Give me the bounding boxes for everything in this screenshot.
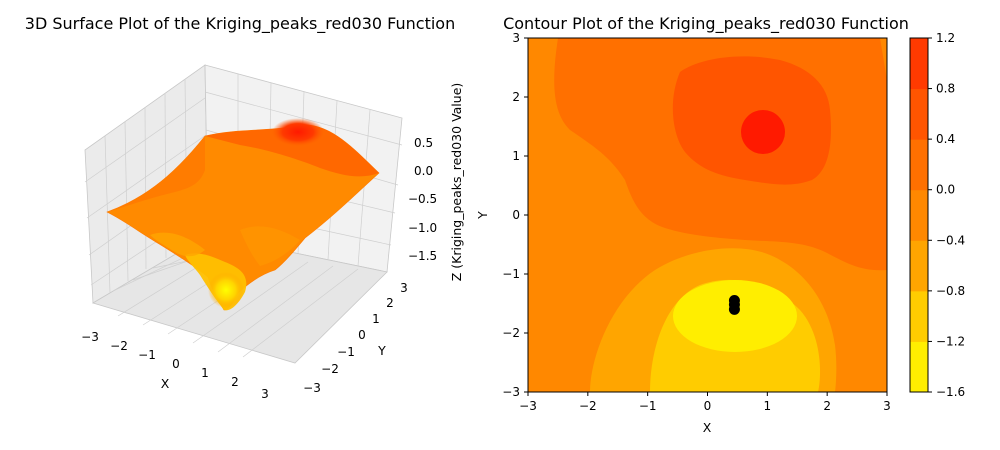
contour-markers — [728, 295, 740, 315]
colorbar-segment — [910, 341, 928, 393]
contour-y-tick-label: −2 — [502, 326, 520, 340]
colorbar-tick-label: 0.0 — [936, 183, 955, 197]
surface-z-tick: 0.5 — [414, 136, 433, 150]
colorbar: 1.2 0.8 0.4 0.0 −0.4 −0.8 −1.2 −1.6 — [909, 31, 965, 399]
contour-y-tick-label: 0 — [512, 208, 520, 222]
surface-mesh — [106, 118, 380, 311]
colorbar-segment — [910, 189, 928, 241]
surface-x-tick: 2 — [231, 375, 239, 389]
colorbar-frame — [909, 37, 929, 393]
surface-z-tick: −1.5 — [408, 249, 437, 263]
surface-z-tick: 0.0 — [414, 164, 433, 178]
surface-y-tick: −3 — [303, 381, 321, 395]
surface-x-tick: −2 — [110, 339, 128, 353]
colorbar-tick-label: −1.6 — [936, 385, 965, 399]
contour-x-tick-label: 1 — [764, 399, 772, 413]
contour-x-tick-label: −2 — [579, 399, 597, 413]
contour-x-tick-label: −3 — [519, 399, 537, 413]
contour-level-band — [673, 280, 797, 352]
surface-y-tick: −1 — [337, 345, 355, 359]
contour-marker-point — [728, 303, 740, 315]
surface-panel: 3D Surface Plot of the Kriging_peaks_red… — [25, 14, 464, 401]
colorbar-tick-label: −0.4 — [936, 233, 965, 247]
surface-x-tick: −1 — [138, 348, 156, 362]
contour-title: Contour Plot of the Kriging_peaks_red030… — [503, 14, 909, 34]
contour-y-tick-label: 1 — [512, 149, 520, 163]
contour-y-tick-label: 3 — [512, 31, 520, 45]
contour-x-tick-label: 3 — [883, 399, 891, 413]
surface-x-tick: 0 — [172, 357, 180, 371]
surface-y-ticks: −3 −2 −1 0 1 2 3 — [303, 281, 408, 395]
colorbar-segment — [910, 139, 928, 191]
surface-y-tick: 3 — [400, 281, 408, 295]
colorbar-segment — [910, 240, 928, 292]
colorbar-segment — [910, 88, 928, 140]
contour-level-band — [741, 110, 785, 154]
surface-z-tick: −1.0 — [408, 221, 437, 235]
surface-y-label: Y — [377, 343, 386, 358]
colorbar-tick-label: −0.8 — [936, 284, 965, 298]
contour-panel: Contour Plot of the Kriging_peaks_red030… — [475, 14, 965, 435]
contour-x-tick-label: 2 — [823, 399, 831, 413]
surface-y-tick: 2 — [386, 296, 394, 310]
contour-fills — [528, 38, 887, 392]
colorbar-tick-label: 0.8 — [936, 82, 955, 96]
surface-x-tick: 1 — [201, 366, 209, 380]
surface-x-ticks: −3 −2 −1 0 1 2 3 — [81, 330, 269, 401]
colorbar-tick-label: −1.2 — [936, 334, 965, 348]
contour-y-tick-label: −3 — [502, 385, 520, 399]
surface-y-tick: −2 — [321, 362, 339, 376]
contour-y-ticks: 3 2 1 0 −1 −2 −3 — [502, 31, 528, 399]
contour-x-tick-label: 0 — [704, 399, 712, 413]
colorbar-segment — [910, 38, 928, 90]
colorbar-tick-label: 1.2 — [936, 31, 955, 45]
surface-x-tick: 3 — [261, 387, 269, 401]
surface-z-ticks: 0.5 0.0 −0.5 −1.0 −1.5 — [408, 136, 437, 263]
colorbar-segment — [910, 290, 928, 342]
surface-z-label: Z (Kriging_peaks_red030 Value) — [449, 83, 464, 282]
contour-y-label: Y — [475, 211, 490, 220]
surface-z-tick: −0.5 — [408, 192, 437, 206]
surface-title: 3D Surface Plot of the Kriging_peaks_red… — [25, 14, 455, 34]
surface-x-label: X — [161, 376, 170, 391]
contour-y-tick-label: 2 — [512, 90, 520, 104]
surface-x-tick: −3 — [81, 330, 99, 344]
contour-x-tick-label: −1 — [639, 399, 657, 413]
colorbar-tick-label: 0.4 — [936, 132, 955, 146]
surface-y-tick: 1 — [372, 312, 380, 326]
contour-x-label: X — [703, 420, 712, 435]
contour-x-ticks: −3 −2 −1 0 1 2 3 — [519, 392, 891, 413]
surface-y-tick: 0 — [358, 328, 366, 342]
contour-y-tick-label: −1 — [502, 267, 520, 281]
